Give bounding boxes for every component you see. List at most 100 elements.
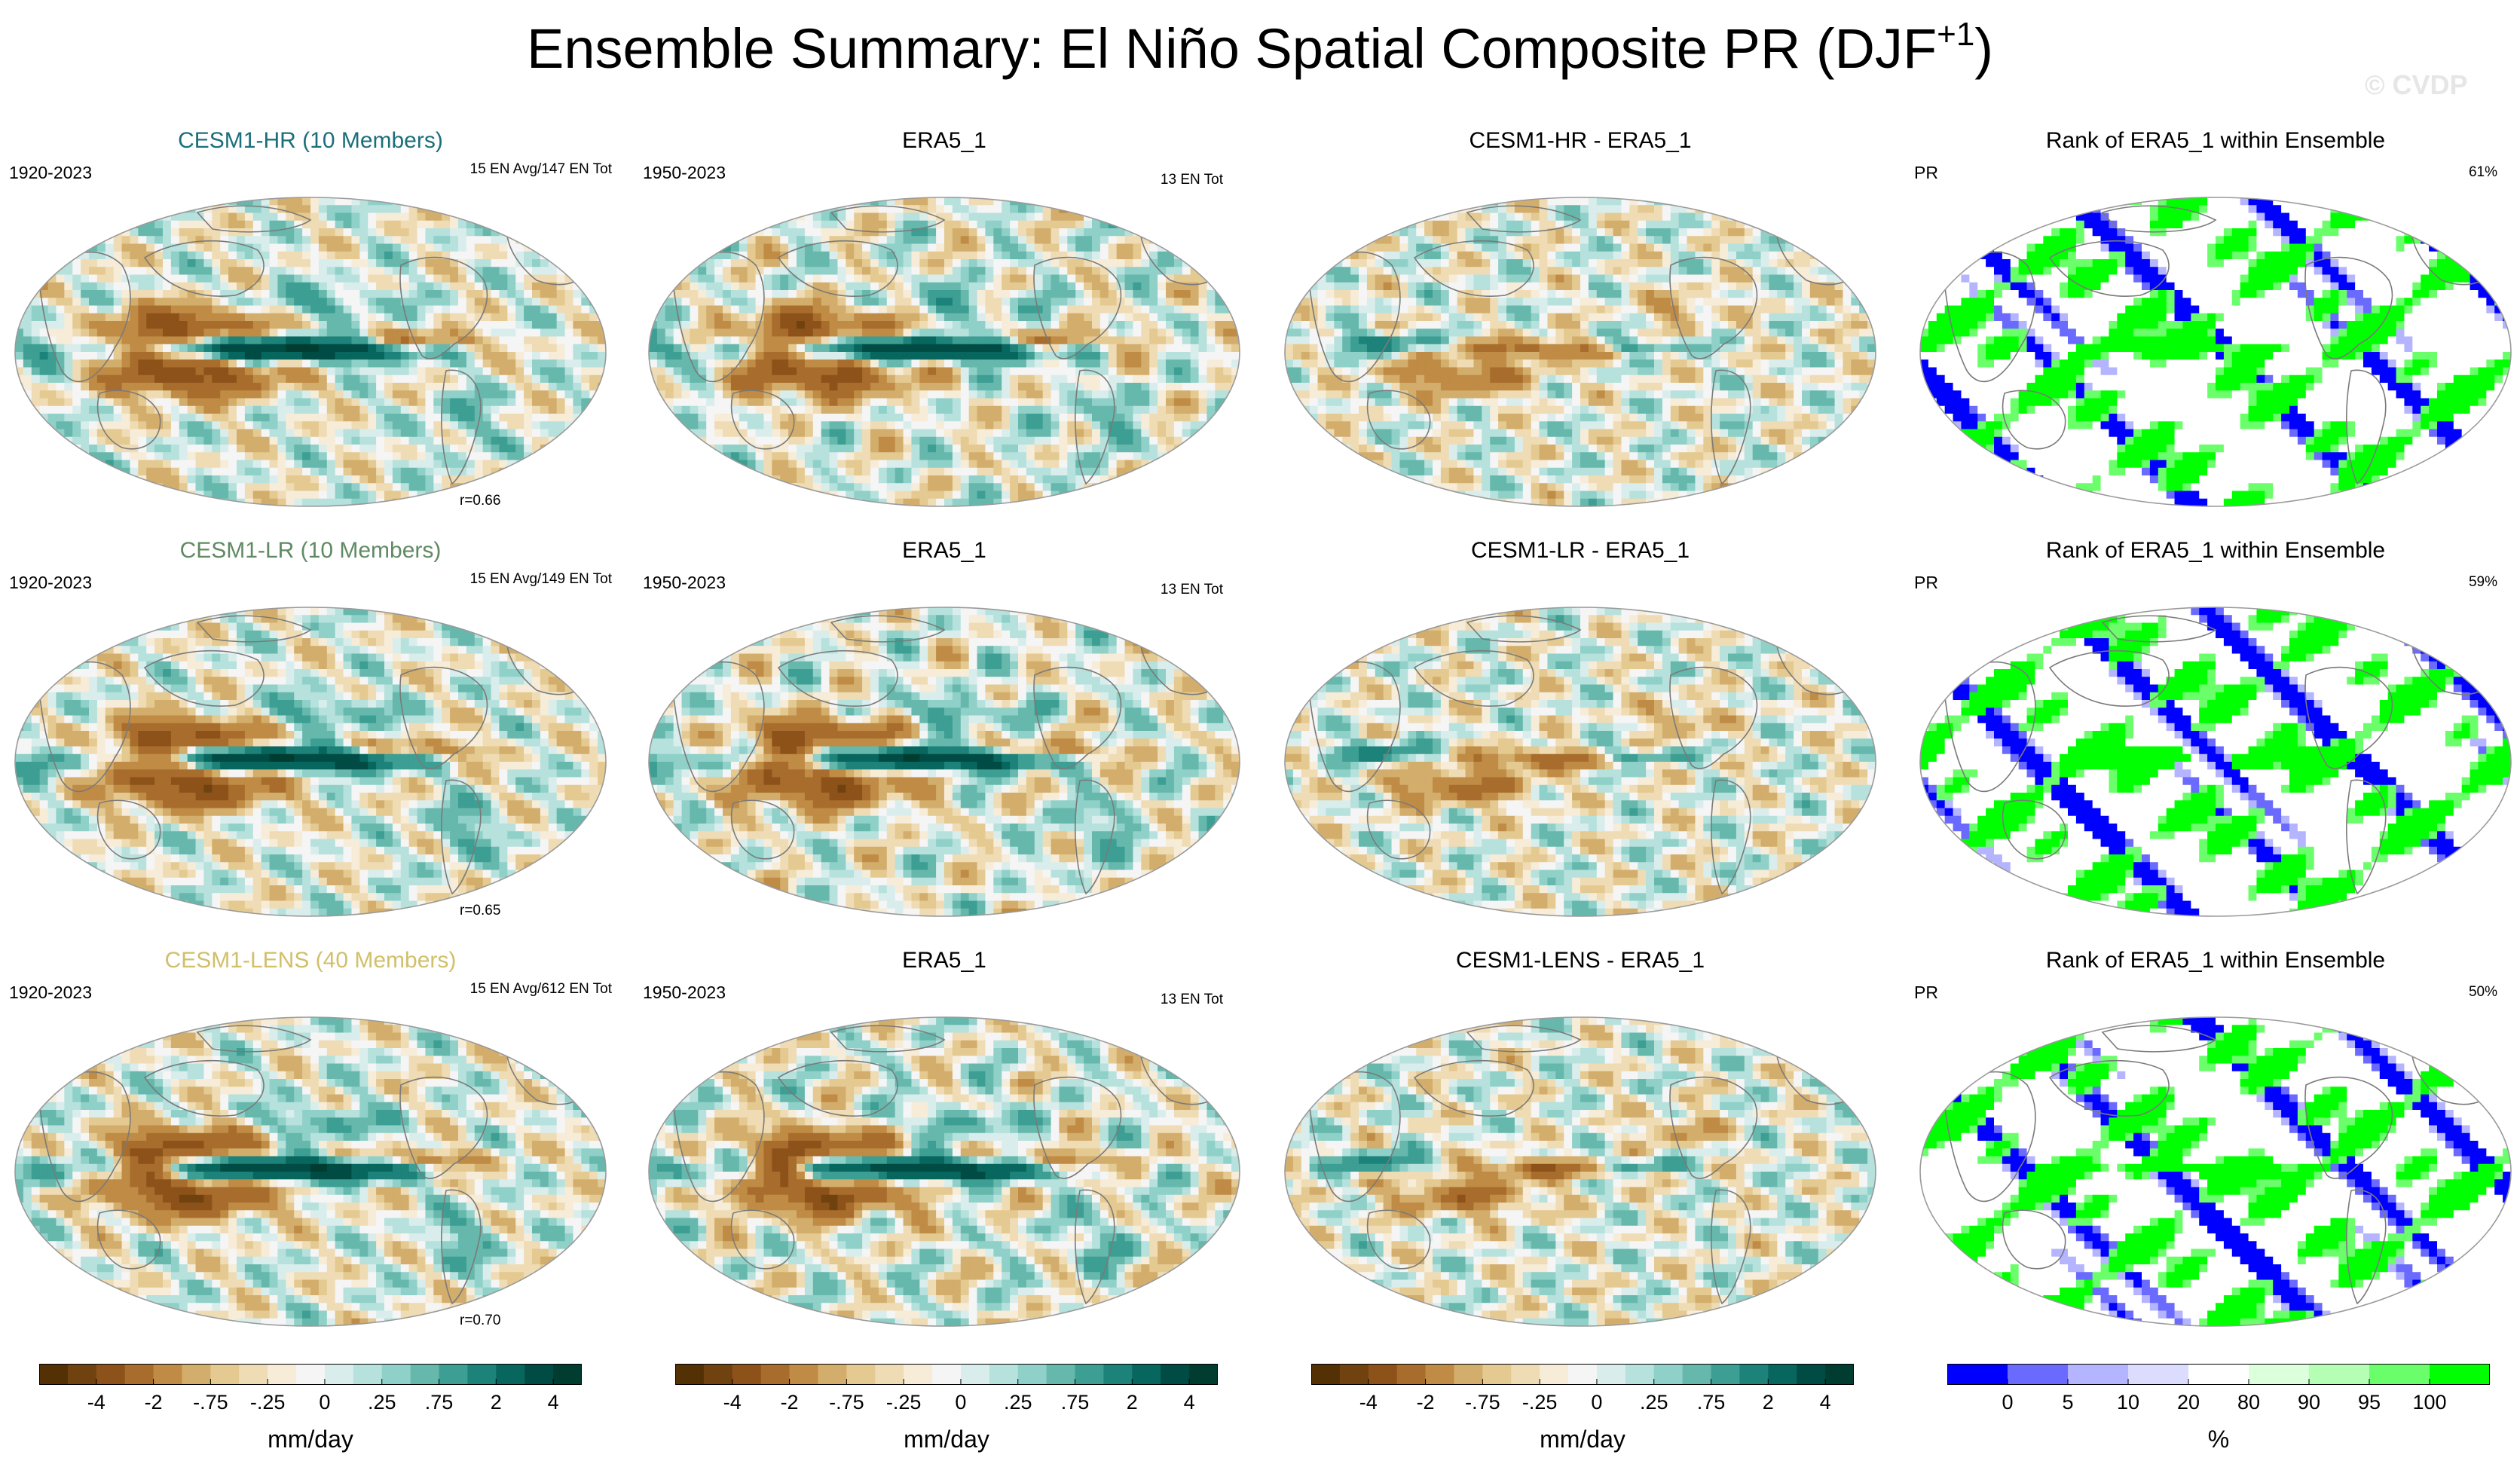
map-cell <box>154 452 164 461</box>
map-cell <box>252 367 262 376</box>
map-cell <box>96 359 106 368</box>
map-cell <box>170 282 180 291</box>
map-cell <box>261 336 271 345</box>
map-cell <box>400 236 410 245</box>
map-cell <box>359 267 369 276</box>
map-cell <box>408 429 418 438</box>
map-cell <box>936 274 945 283</box>
map-cell <box>56 305 65 314</box>
map-cell <box>1182 329 1191 338</box>
map-cell <box>977 367 986 376</box>
map-cell <box>878 243 888 252</box>
map-cell <box>228 282 237 291</box>
map-cell <box>154 414 164 422</box>
map-cell <box>1158 197 1167 206</box>
map-cell <box>886 236 896 245</box>
map-cell <box>146 313 155 322</box>
map-cell <box>1124 398 1134 407</box>
map-cell <box>343 305 353 314</box>
map-cell <box>39 259 49 267</box>
map-cell <box>1223 267 1232 276</box>
map-cell <box>763 298 772 307</box>
map-cell <box>944 282 953 291</box>
map-cell <box>714 329 723 338</box>
map-cell <box>64 197 73 206</box>
map-cell <box>936 197 945 206</box>
map-cell <box>706 274 715 283</box>
map-cell <box>1149 374 1158 384</box>
map-cell <box>690 398 699 407</box>
map-cell <box>540 313 549 322</box>
map-cell <box>797 282 806 291</box>
map-cell <box>763 414 772 422</box>
map-cell <box>466 436 476 445</box>
map-cell <box>408 352 418 360</box>
map-cell <box>1133 321 1142 329</box>
map-cell <box>47 259 57 267</box>
map-cell <box>318 467 328 476</box>
map-cell <box>952 274 962 283</box>
map-cell <box>318 290 328 298</box>
map-cell <box>829 405 839 414</box>
map-cell <box>203 498 213 506</box>
map-cell <box>1231 282 1240 291</box>
map-cell <box>351 367 360 376</box>
map-cell <box>797 259 806 267</box>
map-cell <box>89 251 98 260</box>
coastline <box>143 240 265 297</box>
map-cell <box>739 298 748 307</box>
map-cell <box>261 421 271 430</box>
map-cell <box>780 282 789 291</box>
map-cell <box>277 267 286 276</box>
map-cell <box>1026 290 1035 298</box>
map-cell <box>1010 374 1019 384</box>
map-cell <box>1141 251 1150 260</box>
map-cell <box>163 205 172 214</box>
map-cell <box>326 483 336 492</box>
map-cell <box>911 197 920 206</box>
map-cell <box>56 352 65 360</box>
map-cell <box>146 321 155 329</box>
map-cell <box>556 205 566 214</box>
map-cell <box>351 336 360 345</box>
map-cell <box>944 236 953 245</box>
map-cell <box>1141 274 1150 283</box>
map-cell <box>425 251 434 260</box>
map-cell <box>417 390 427 399</box>
map-cell <box>1182 367 1191 376</box>
map-cell <box>31 359 41 368</box>
map-cell <box>417 305 427 314</box>
map-cell <box>598 282 606 291</box>
map-cell <box>755 236 765 245</box>
map-cell <box>656 414 666 422</box>
map-cell <box>277 329 286 338</box>
map-cell <box>1051 298 1060 307</box>
map-cell <box>714 236 723 245</box>
map-cell <box>244 383 254 391</box>
map-cell <box>252 483 262 492</box>
map-cell <box>310 390 320 399</box>
map-cell <box>870 329 879 338</box>
map-cell <box>113 414 123 422</box>
map-cell <box>846 359 855 368</box>
map-cell <box>335 436 344 445</box>
map-cell <box>739 236 748 245</box>
map-cell <box>23 498 32 506</box>
map-cell <box>491 383 500 391</box>
map-cell <box>220 298 229 307</box>
map-cell <box>665 220 674 229</box>
map-cell <box>450 390 459 399</box>
map-cell <box>1198 251 1208 260</box>
map-cell <box>589 460 598 469</box>
map-cell <box>854 383 863 391</box>
map-cell <box>698 220 707 229</box>
map-cell <box>15 259 24 267</box>
map-cell <box>812 267 822 276</box>
map-cell <box>747 220 757 229</box>
coastline <box>399 256 488 359</box>
map-cell <box>1042 398 1052 407</box>
map-cell <box>466 452 476 461</box>
map-cell <box>499 414 508 422</box>
map-cell <box>723 212 732 222</box>
map-cell <box>598 460 606 469</box>
